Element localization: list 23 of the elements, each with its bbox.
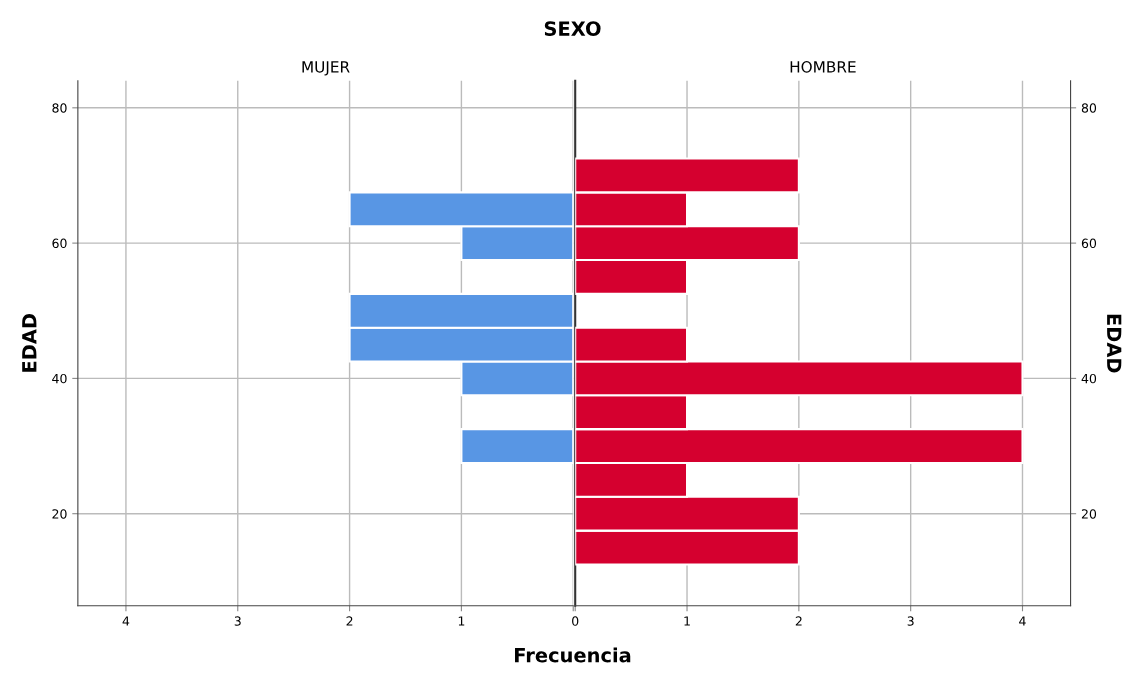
x-tick-label: 4	[1019, 616, 1026, 626]
chart-title: MUJER	[302, 61, 350, 76]
y-tick-label: 60	[1081, 238, 1097, 249]
text: SEXO	[544, 21, 601, 36]
y-tick-label: 20	[52, 509, 67, 519]
x-tick-label: 1	[458, 616, 465, 626]
chart-title: HOMBRE	[790, 61, 856, 73]
x-axis-title: Frecuencia	[515, 647, 631, 663]
x-tick-label: 1	[684, 616, 690, 626]
y-axis-title: EDAD	[22, 313, 37, 372]
y-tick-label: 60	[52, 238, 67, 249]
y-tick-label: 20	[1081, 509, 1097, 519]
y-tick-label: 40	[52, 373, 67, 384]
y-tick-label: 40	[1081, 373, 1097, 384]
y-tick-label: 80	[1081, 103, 1097, 113]
x-tick-label: 3	[234, 616, 241, 626]
x-tick-label: 2	[346, 616, 353, 626]
x-tick-label: 2	[795, 616, 802, 626]
y-axis-title: EDAD	[1107, 314, 1122, 373]
x-tick-label: 0	[572, 616, 579, 626]
y-tick-label: 80	[52, 103, 67, 113]
x-tick-label: 3	[907, 616, 914, 626]
x-tick-label: 4	[122, 616, 130, 626]
